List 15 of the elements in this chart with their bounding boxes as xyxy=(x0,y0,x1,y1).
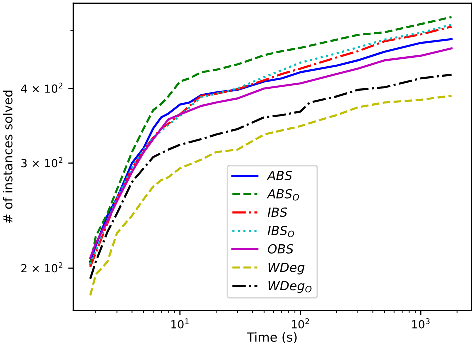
y-tick-label: 3 × 10$^{2}$ xyxy=(22,157,63,168)
legend-label: IBS xyxy=(268,208,288,218)
legend-label: ABS xyxy=(266,171,292,180)
legend-label: OBS xyxy=(268,244,294,254)
x-tick-label: 10$^{2}$ xyxy=(292,318,310,329)
legend-label: ABS$_{O}$ xyxy=(266,189,300,201)
y-tick-label: 4 × 10$^{2}$ xyxy=(21,82,63,94)
x-axis-title: Time (s) xyxy=(247,332,297,344)
y-tick-label: 2 × 10$^{2}$ xyxy=(22,262,63,273)
legend-label: WDeg xyxy=(268,262,305,275)
legend-label: IBS$_{O}$ xyxy=(268,226,294,238)
x-tick-label: 10$^{1}$ xyxy=(172,318,189,329)
legend-label: WDeg$_{O}$ xyxy=(268,281,312,294)
x-tick-label: 10$^{3}$ xyxy=(412,318,430,329)
y-axis-title: # of instances solved xyxy=(3,90,13,224)
